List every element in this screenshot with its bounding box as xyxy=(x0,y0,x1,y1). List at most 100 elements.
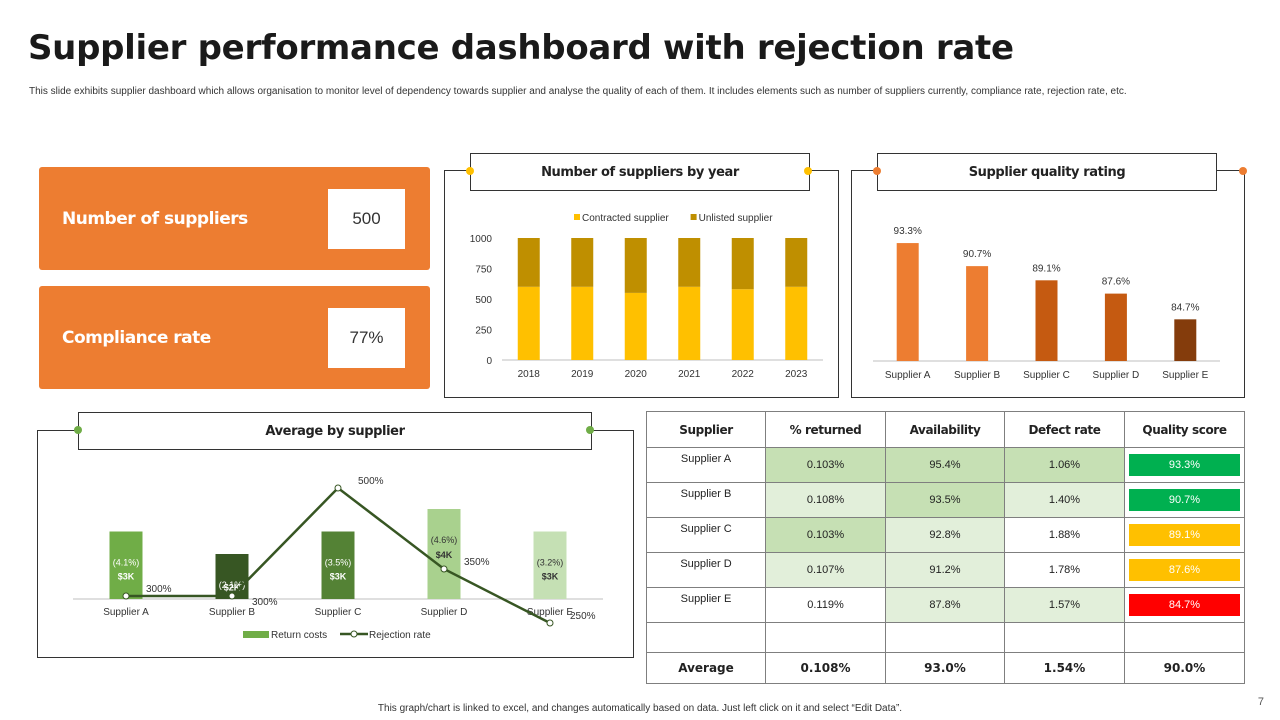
quality-score-badge: 90.7% xyxy=(1129,489,1240,511)
header-quality-score[interactable]: Quality score xyxy=(1124,411,1245,448)
table-row: Supplier E 0.119% 87.8% 1.57% 84.7% xyxy=(646,587,1245,623)
quality-bar xyxy=(966,266,989,361)
cell-defect-rate[interactable]: 1.40% xyxy=(1004,482,1125,518)
average-by-supplier-chart[interactable]: (4.1%) $3K Supplier A (2.1%)$2K Supplier B (3… xyxy=(38,431,633,657)
cell-returned[interactable]: 0.108% xyxy=(765,482,886,518)
chart-panel-quality-rating: 93.3% Supplier A 90.7% Supplier B 89.1% Suppl… xyxy=(851,170,1245,398)
x-tick-label: Supplier A xyxy=(885,370,931,381)
bar-value-label: $3K xyxy=(118,571,135,581)
cell-supplier[interactable]: Supplier A xyxy=(646,447,766,483)
avg-availability: 93.0% xyxy=(885,652,1005,684)
cell-supplier[interactable]: Supplier D xyxy=(646,552,766,588)
bar-value-label: 93.3% xyxy=(894,226,922,237)
bar-segment xyxy=(571,238,594,287)
cell-quality-score[interactable]: 84.7% xyxy=(1124,587,1245,623)
cell-supplier[interactable]: Supplier C xyxy=(646,517,766,553)
chart-title-quality-rating: Supplier quality rating xyxy=(877,153,1217,191)
supplier-table: Supplier % returned Availability Defect … xyxy=(646,411,1245,684)
y-tick-label: 500 xyxy=(475,295,492,306)
legend-swatch xyxy=(243,631,269,638)
header-defect-rate[interactable]: Defect rate xyxy=(1004,411,1125,448)
kpi-card-compliance[interactable]: Compliance rate 77% xyxy=(39,286,430,389)
cell-availability[interactable]: 93.5% xyxy=(885,482,1005,518)
line-value-label: 300% xyxy=(146,584,172,595)
bar-segment xyxy=(624,292,647,360)
cell-defect-rate[interactable]: 1.78% xyxy=(1004,552,1125,588)
table-row: Supplier C 0.103% 92.8% 1.88% 89.1% xyxy=(646,517,1245,553)
line-value-label: 500% xyxy=(358,476,384,487)
header-availability[interactable]: Availability xyxy=(885,411,1005,448)
cell-defect-rate[interactable]: 1.88% xyxy=(1004,517,1125,553)
cell-quality-score[interactable]: 89.1% xyxy=(1124,517,1245,553)
cell-returned[interactable]: 0.103% xyxy=(765,447,886,483)
line-value-label: 350% xyxy=(464,557,490,568)
legend-marker xyxy=(350,630,358,638)
cell-availability[interactable]: 95.4% xyxy=(885,447,1005,483)
page-subtitle: This slide exhibits supplier dashboard w… xyxy=(29,86,1127,97)
kpi-label: Compliance rate xyxy=(62,327,211,348)
title-dot-right xyxy=(804,167,812,175)
empty-cell xyxy=(1124,622,1245,653)
x-tick-label: Supplier E xyxy=(527,607,573,618)
cell-quality-score[interactable]: 87.6% xyxy=(1124,552,1245,588)
cell-defect-rate[interactable]: 1.06% xyxy=(1004,447,1125,483)
kpi-card-suppliers[interactable]: Number of suppliers 500 xyxy=(39,167,430,270)
bar-pct-label: (4.1%) xyxy=(113,558,140,568)
title-dot-left xyxy=(74,426,82,434)
bar-segment xyxy=(678,286,701,360)
cell-returned[interactable]: 0.119% xyxy=(765,587,886,623)
cell-supplier[interactable]: Supplier B xyxy=(646,482,766,518)
avg-returned: 0.108% xyxy=(765,652,886,684)
header-supplier[interactable]: Supplier xyxy=(646,411,766,448)
kpi-label: Number of suppliers xyxy=(62,208,248,229)
bar-segment xyxy=(731,289,754,360)
header-returned[interactable]: % returned xyxy=(765,411,886,448)
page-number: 7 xyxy=(1257,696,1264,708)
rejection-rate-point xyxy=(334,484,342,492)
chart-panel-average-by-supplier: (4.1%) $3K Supplier A (2.1%) $2K Supplier B (3… xyxy=(37,430,634,658)
cell-availability[interactable]: 91.2% xyxy=(885,552,1005,588)
cell-returned[interactable]: 0.107% xyxy=(765,552,886,588)
quality-score-badge: 87.6% xyxy=(1129,559,1240,581)
table-average-row: Average 0.108% 93.0% 1.54% 90.0% xyxy=(646,652,1245,684)
cell-availability[interactable]: 87.8% xyxy=(885,587,1005,623)
bar-value-label: 87.6% xyxy=(1102,277,1130,288)
bar-pct-label: (3.5%) xyxy=(325,558,352,568)
suppliers-by-year-chart[interactable]: Contracted supplier Unlisted supplier 0 250… xyxy=(445,171,838,397)
title-dot-left xyxy=(873,167,881,175)
avg-label: Average xyxy=(646,652,766,684)
line-value-label: 250% xyxy=(570,611,596,622)
y-tick-label: 250 xyxy=(475,326,492,337)
return-cost-bar xyxy=(215,554,249,599)
bar-value-label: $4K xyxy=(436,550,453,560)
cell-availability[interactable]: 92.8% xyxy=(885,517,1005,553)
x-tick-label: 2021 xyxy=(678,369,701,380)
bar-value-label: $3K xyxy=(542,571,559,581)
title-dot-right xyxy=(586,426,594,434)
cell-defect-rate[interactable]: 1.57% xyxy=(1004,587,1125,623)
legend-label: Unlisted supplier xyxy=(699,213,774,224)
bar-value-label: 90.7% xyxy=(963,249,991,260)
x-tick-label: Supplier A xyxy=(103,607,149,618)
legend-label: Return costs xyxy=(271,630,327,641)
empty-cell xyxy=(765,622,886,653)
bar-value-label: 84.7% xyxy=(1171,302,1199,313)
cell-supplier[interactable]: Supplier E xyxy=(646,587,766,623)
x-tick-label: Supplier B xyxy=(954,370,1000,381)
cell-quality-score[interactable]: 90.7% xyxy=(1124,482,1245,518)
bar-pct-label: (2.1%) xyxy=(219,580,246,590)
x-tick-label: 2020 xyxy=(625,369,648,380)
page-title: Supplier performance dashboard with reje… xyxy=(28,28,1014,68)
quality-bar xyxy=(1035,280,1058,361)
kpi-value: 500 xyxy=(328,188,405,249)
cell-returned[interactable]: 0.103% xyxy=(765,517,886,553)
x-tick-label: Supplier C xyxy=(315,607,362,618)
quality-rating-chart[interactable]: 93.3% Supplier A 90.7% Supplier B 89.1% Suppl… xyxy=(852,171,1244,397)
quality-score-badge: 89.1% xyxy=(1129,524,1240,546)
x-tick-label: 2022 xyxy=(732,369,755,380)
y-tick-label: 1000 xyxy=(470,234,493,245)
return-cost-bar xyxy=(321,531,355,599)
cell-quality-score[interactable]: 93.3% xyxy=(1124,447,1245,483)
quality-score-badge: 84.7% xyxy=(1129,594,1240,616)
title-dot-right xyxy=(1239,167,1247,175)
